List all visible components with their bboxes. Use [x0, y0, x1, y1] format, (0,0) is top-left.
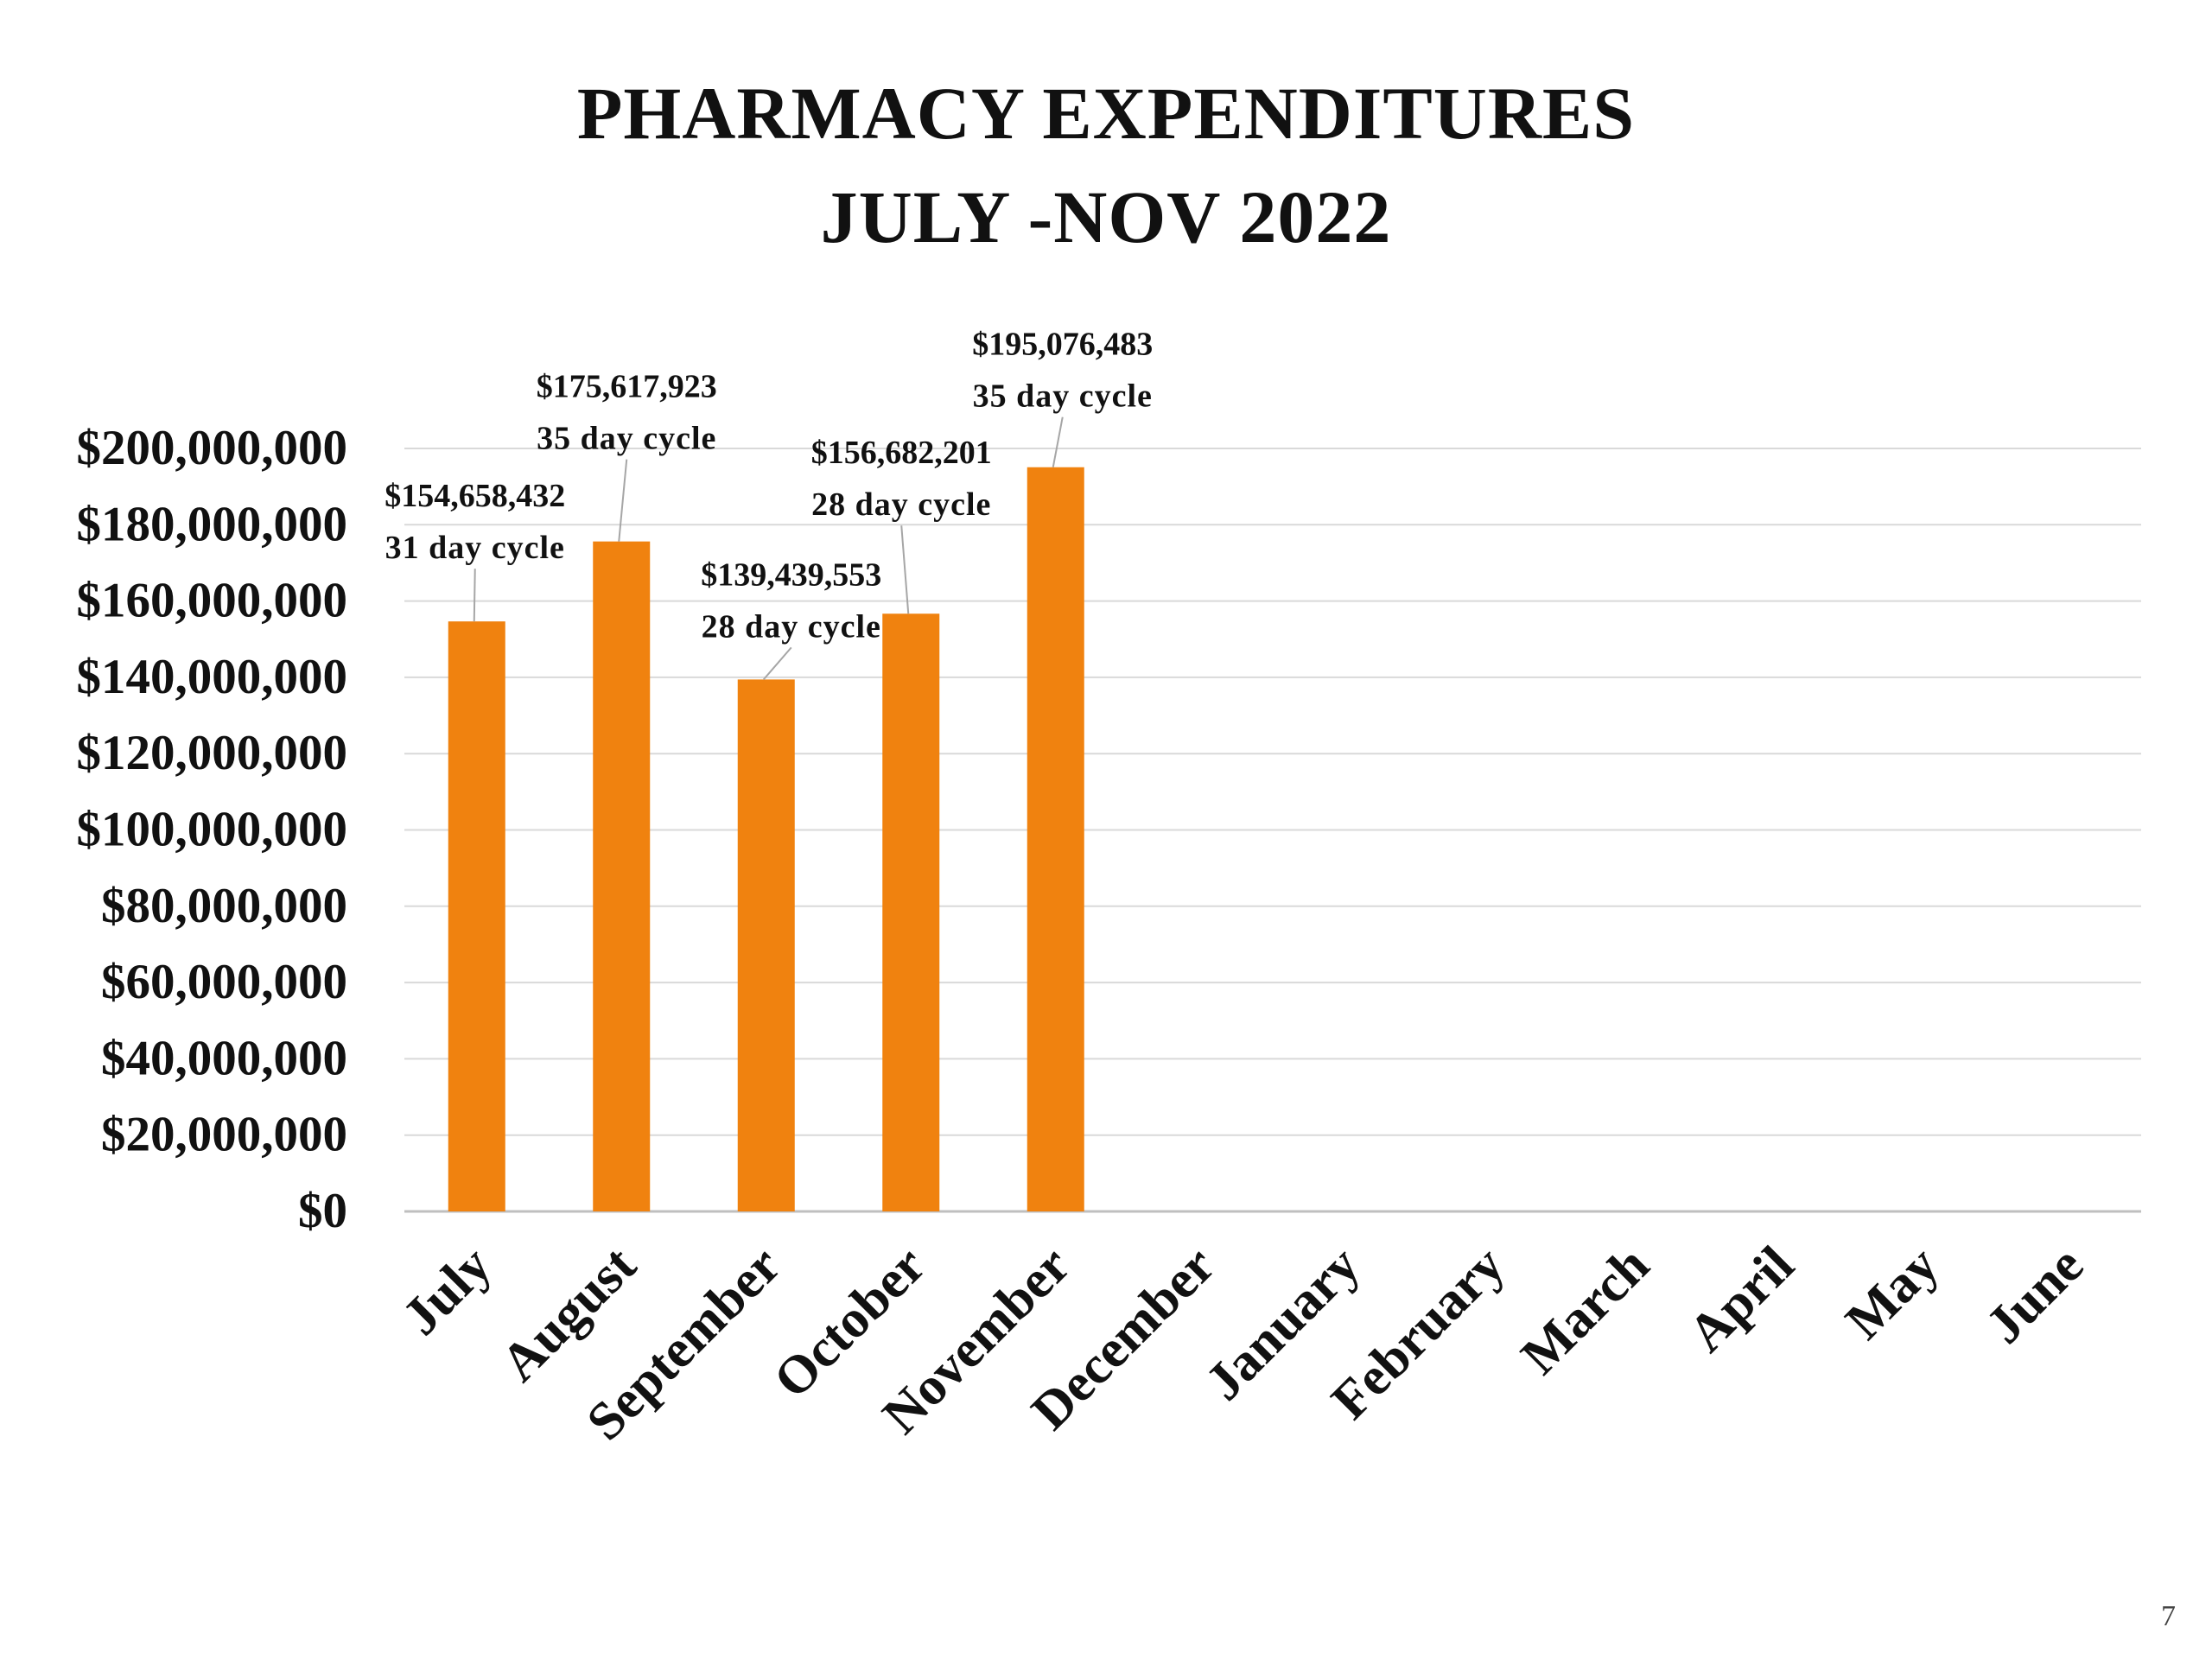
y-tick-label: $0: [298, 1184, 347, 1238]
bar-july: [448, 621, 505, 1211]
bar-november: [1027, 467, 1084, 1211]
data-label-note: 28 day cycle: [811, 486, 991, 523]
gridlines: [404, 448, 2141, 1213]
y-tick-label: $60,000,000: [101, 955, 347, 1009]
x-tick-label: April: [1677, 1236, 1805, 1363]
y-tick-label: $100,000,000: [77, 803, 348, 857]
data-label-note: 28 day cycle: [702, 608, 881, 645]
data-label-leader: [900, 525, 910, 614]
data-label-value: $175,617,923: [537, 369, 717, 405]
y-tick-label: $80,000,000: [101, 879, 347, 933]
chart-title-line1: PHARMACY EXPENDITURES: [576, 72, 1636, 155]
y-tick-label: $200,000,000: [77, 421, 348, 475]
data-label-note: 31 day cycle: [385, 530, 565, 566]
data-label-value: $154,658,432: [385, 478, 565, 514]
bar-october: [882, 613, 940, 1211]
data-label-value: $139,439,553: [701, 556, 881, 593]
data-label-note: 35 day cycle: [973, 378, 1153, 415]
data-labels: $154,658,432 31 day cycle $175,617,923 35 d…: [385, 327, 1153, 681]
x-axis-tick-labels: JulyAugustSeptemberOctoberNovemberDecemb…: [391, 1236, 2094, 1452]
x-tick-label: July: [391, 1236, 502, 1346]
data-label-value: $156,682,201: [811, 435, 992, 471]
bar-august: [593, 541, 651, 1211]
chart-title-line2: JULY -NOV 2022: [820, 175, 1392, 258]
y-tick-label: $160,000,000: [77, 574, 348, 628]
x-tick-label: June: [1975, 1236, 2094, 1355]
y-tick-label: $120,000,000: [77, 726, 348, 780]
y-tick-label: $20,000,000: [101, 1108, 347, 1162]
x-tick-label: March: [1510, 1236, 1661, 1386]
y-tick-label: $140,000,000: [77, 650, 348, 704]
data-label-leader: [618, 459, 628, 542]
y-tick-label: $40,000,000: [101, 1031, 347, 1085]
data-label-note: 35 day cycle: [537, 421, 716, 457]
bar-september: [737, 679, 795, 1211]
bars: [448, 467, 1084, 1211]
data-label-leader: [762, 646, 792, 681]
x-tick-label: May: [1834, 1236, 1949, 1351]
data-label-leader: [1052, 416, 1064, 467]
y-tick-label: $180,000,000: [77, 497, 348, 551]
y-axis-tick-labels: $0 $20,000,000 $40,000,000 $60,000,000 $80,0…: [77, 421, 348, 1238]
data-label-leader: [473, 569, 476, 622]
data-label-value: $195,076,483: [972, 327, 1153, 363]
page-number: 7: [2161, 1600, 2176, 1632]
